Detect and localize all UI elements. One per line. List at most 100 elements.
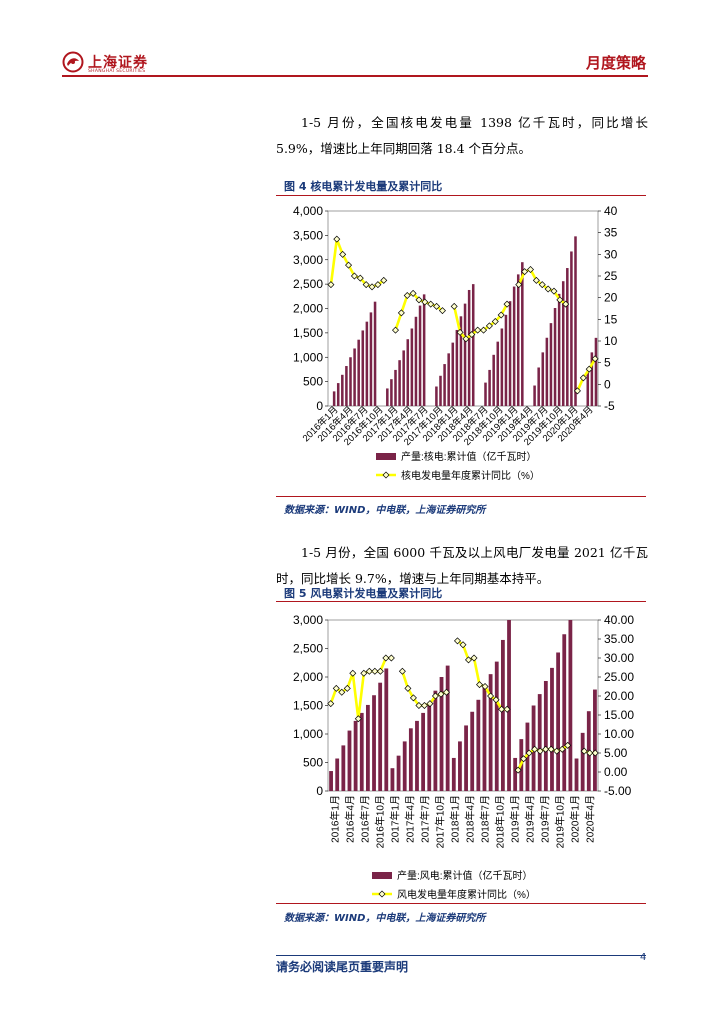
x-tick-label: 2016年7月 xyxy=(359,795,372,843)
yoy-point xyxy=(562,300,570,308)
x-tick-label: 2019年10月 xyxy=(554,795,567,848)
yoy-point xyxy=(332,684,340,692)
yoy-point xyxy=(437,690,445,698)
nuclear-chart-svg: 0 500 1,000 1,500 2,000 2,500 3,000 3,500 4,000 -… xyxy=(293,204,618,482)
x-tick-label: 2017年7月 xyxy=(419,795,432,843)
bar xyxy=(408,728,413,791)
bar xyxy=(541,352,545,406)
bar xyxy=(422,294,426,406)
yoy-point xyxy=(591,749,599,757)
legend-line-label: 风电发电量年度累计同比（%） xyxy=(397,888,536,900)
yoy-point xyxy=(538,281,546,289)
bar xyxy=(521,262,524,406)
bar xyxy=(562,634,567,791)
bar xyxy=(574,758,579,791)
bar xyxy=(566,268,569,406)
bar xyxy=(504,314,508,406)
bar xyxy=(459,316,463,406)
bar xyxy=(365,321,369,406)
left-tick-label: 1,000 xyxy=(293,727,323,741)
yoy-point xyxy=(426,700,434,708)
yoy-point xyxy=(468,331,476,338)
figure-4-title: 图 4 核电累计发电量及累计同比 xyxy=(284,180,443,193)
legend-line-marker xyxy=(378,890,386,898)
yoy-point xyxy=(456,328,464,336)
bar xyxy=(484,382,487,406)
bar xyxy=(335,758,340,791)
yoy-point xyxy=(497,311,505,319)
legend-bar-swatch xyxy=(372,872,392,879)
yoy-point xyxy=(527,266,534,273)
bar xyxy=(593,689,597,791)
x-tick-label: 2016年10月 xyxy=(374,795,387,848)
figure-5-chart: 0 500 1,000 1,500 2,000 2,500 3,000 -5.00 0.00 5.… xyxy=(284,604,636,901)
yoy-point xyxy=(498,705,506,713)
bar xyxy=(590,352,594,406)
bar xyxy=(455,329,459,406)
paragraph-nuclear: 1-5 月份，全国核电发电量 1398 亿千瓦时，同比增长 5.9%，增速比上年… xyxy=(276,115,648,156)
right-tick-label: -5.00 xyxy=(604,784,632,798)
right-tick-label: 10 xyxy=(604,334,618,348)
bar xyxy=(525,722,530,791)
bar xyxy=(402,741,407,791)
left-tick-label: 500 xyxy=(303,375,323,389)
legend-bar-swatch xyxy=(376,453,396,460)
bar xyxy=(365,704,370,791)
bar xyxy=(586,368,590,406)
figure-5-top-rule xyxy=(276,601,646,602)
bar xyxy=(488,369,491,406)
bar xyxy=(433,690,438,791)
x-tick-label: 2018年4月 xyxy=(464,795,477,843)
yoy-point xyxy=(591,355,599,363)
bar xyxy=(396,755,401,791)
bar xyxy=(373,301,377,406)
bar xyxy=(570,251,573,406)
yoy-point xyxy=(327,281,335,289)
bar xyxy=(496,341,500,406)
yoy-point xyxy=(531,745,539,753)
page-number: 4 xyxy=(640,952,647,963)
bar xyxy=(516,274,520,406)
right-tick-label: 10.00 xyxy=(604,727,634,741)
bar xyxy=(372,695,376,791)
yoy-point xyxy=(459,641,467,649)
x-tick-label: 2020年4月 xyxy=(584,795,597,843)
plot-area xyxy=(327,210,599,407)
yoy-point xyxy=(462,335,470,343)
left-tick-label: 2,500 xyxy=(293,642,323,656)
bar xyxy=(451,342,455,406)
yoy-point xyxy=(514,766,522,774)
bar xyxy=(386,388,389,406)
bar xyxy=(533,385,536,406)
bar xyxy=(410,328,414,406)
left-tick-label: 1,500 xyxy=(293,326,323,340)
left-tick-label: 4,000 xyxy=(293,204,323,218)
left-tick-label: 500 xyxy=(303,756,323,770)
yoy-point xyxy=(480,326,488,334)
yoy-line xyxy=(329,238,385,289)
bar xyxy=(421,712,426,791)
legend-line-marker xyxy=(382,471,390,479)
yoy-point xyxy=(343,684,351,692)
bar xyxy=(594,337,598,406)
left-tick-label: 0 xyxy=(316,399,323,413)
bar xyxy=(513,757,518,791)
yoy-point xyxy=(374,281,382,289)
yoy-point xyxy=(420,702,428,709)
yoy-point xyxy=(525,749,533,757)
bar xyxy=(415,720,419,791)
bar xyxy=(359,712,364,791)
bar xyxy=(414,316,418,406)
yoy-point xyxy=(387,654,395,662)
yoy-point xyxy=(427,300,435,308)
bar xyxy=(445,665,450,791)
bar xyxy=(463,303,467,406)
yoy-point xyxy=(470,654,478,662)
yoy-point xyxy=(362,281,370,289)
bar xyxy=(500,639,505,791)
bar xyxy=(439,677,444,791)
yoy-point xyxy=(338,688,346,696)
bar xyxy=(418,305,422,406)
yoy-point xyxy=(397,309,405,317)
bar xyxy=(470,711,475,791)
